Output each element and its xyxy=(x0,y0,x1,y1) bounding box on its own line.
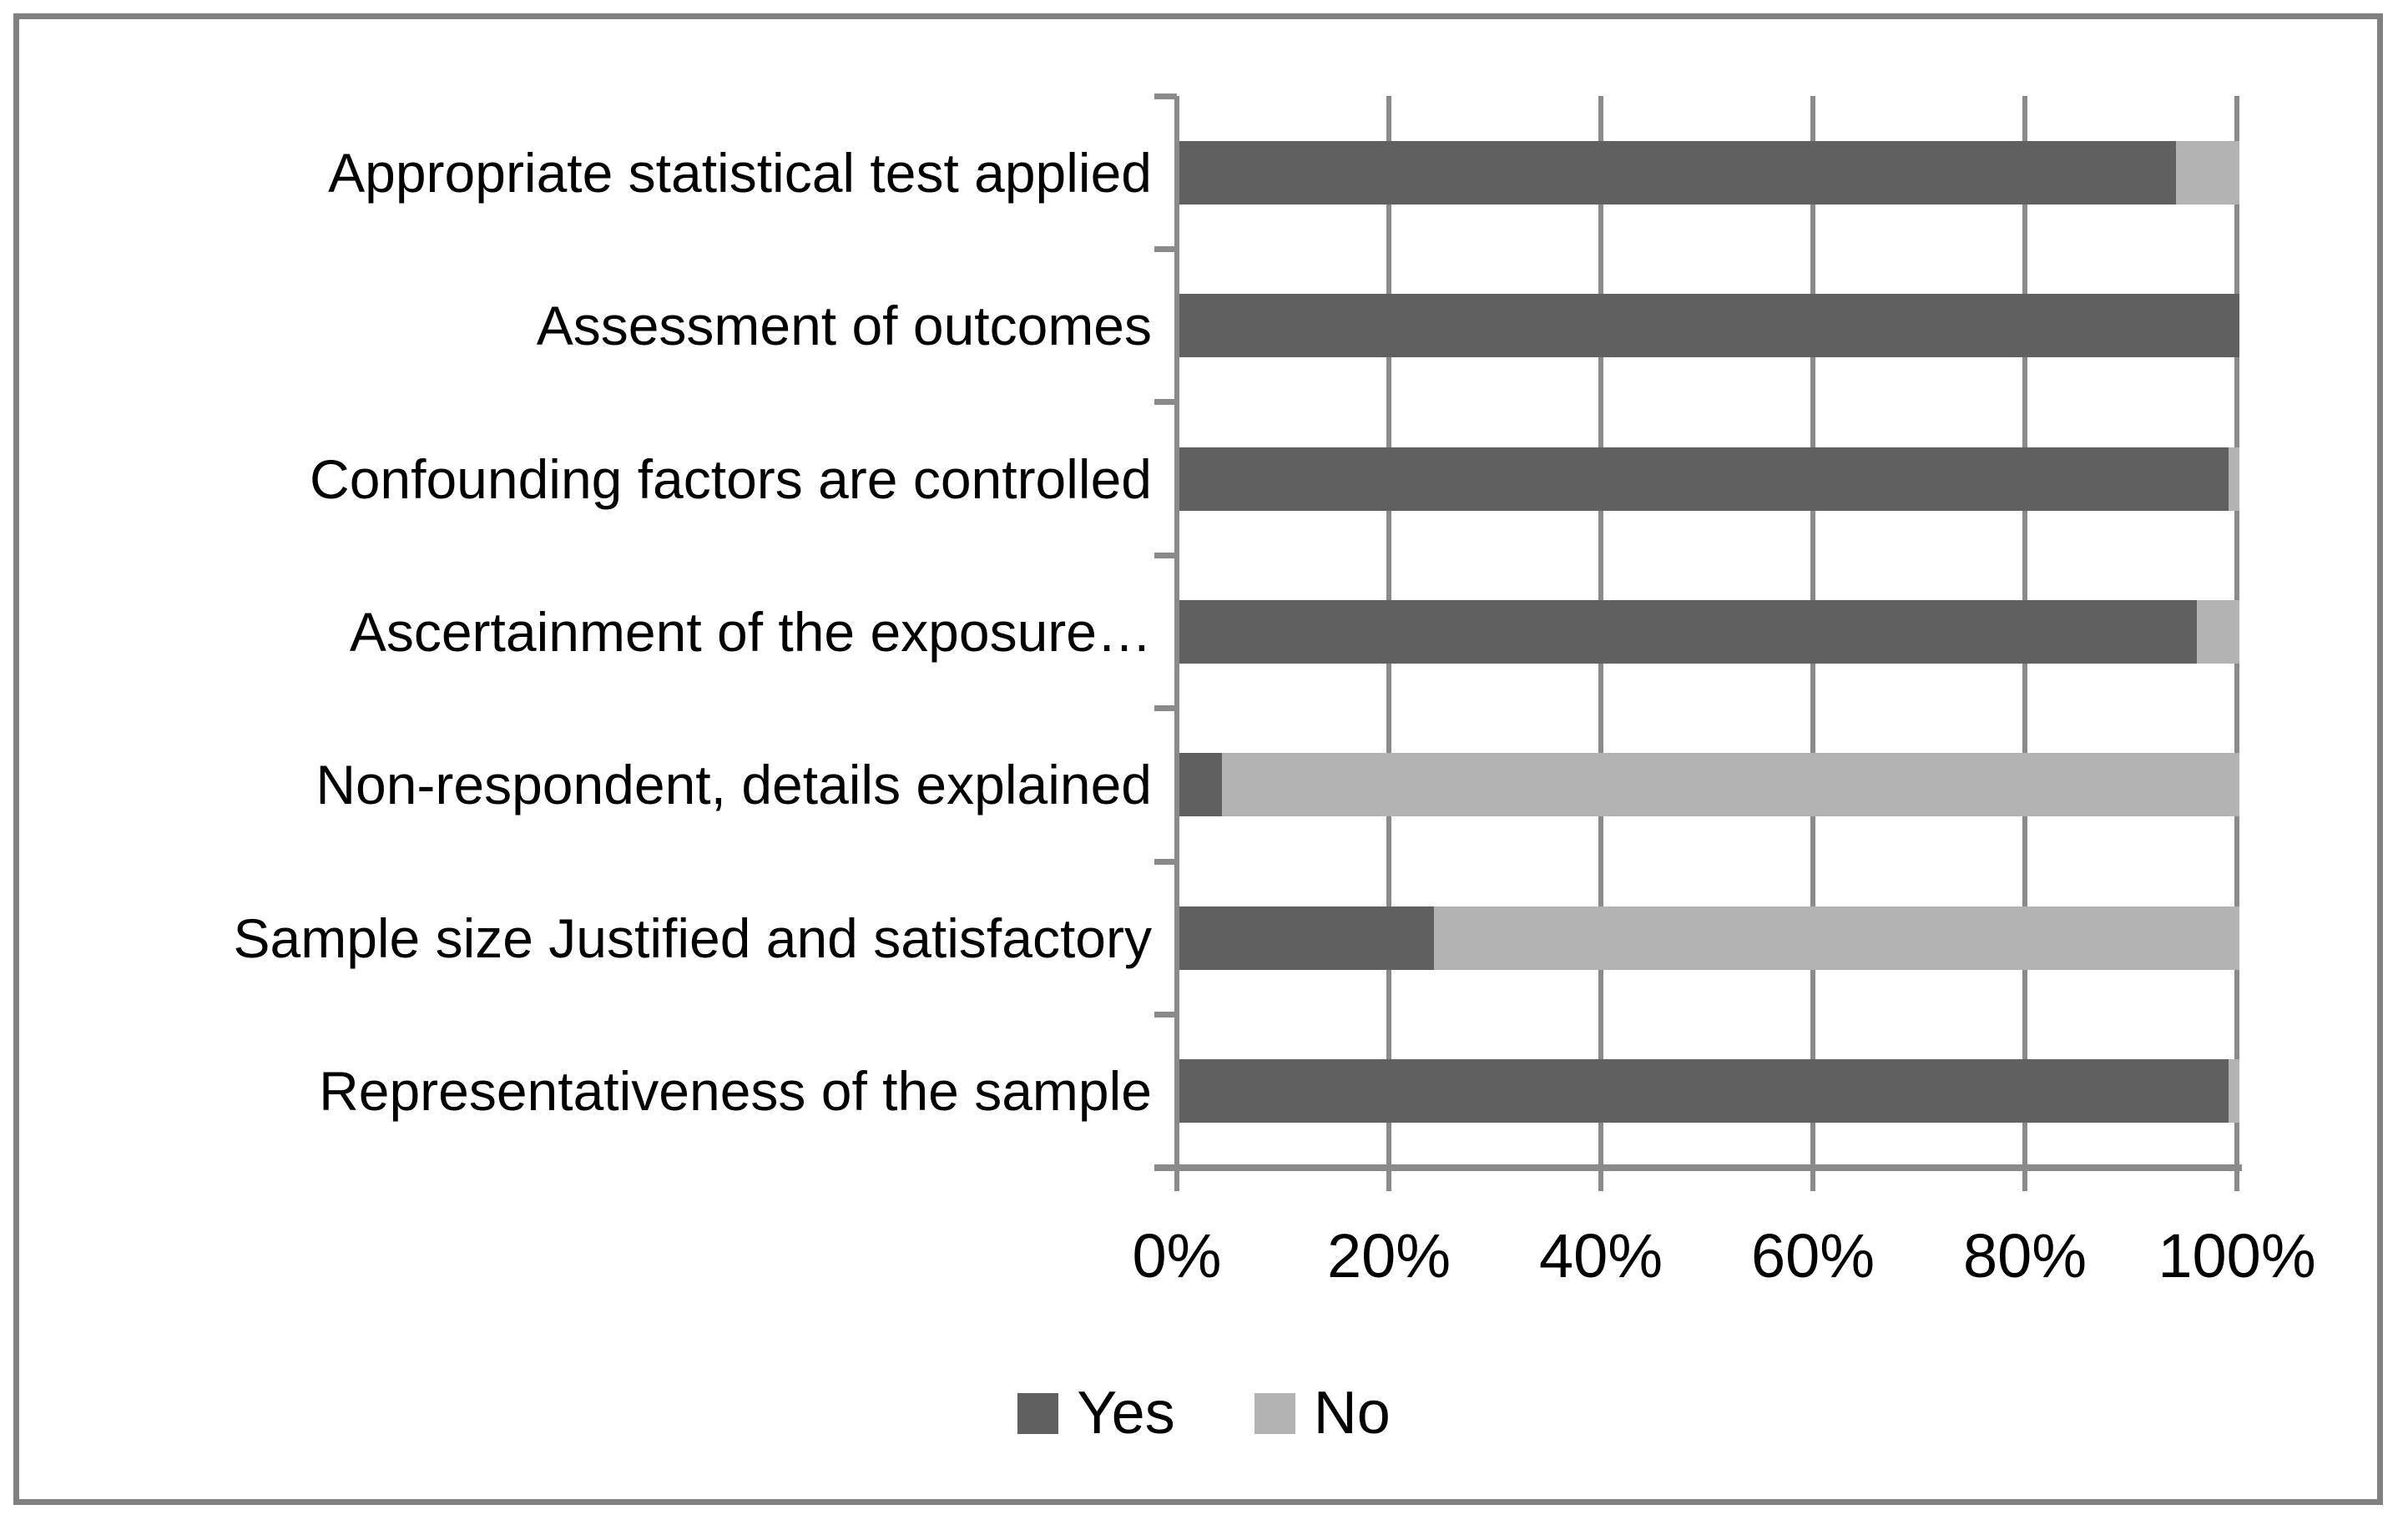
bar-segment-no xyxy=(1221,753,2239,817)
y-axis-tick xyxy=(1154,705,1177,712)
y-axis-tick xyxy=(1154,858,1177,865)
y-axis-tick xyxy=(1154,552,1177,558)
y-axis-tick xyxy=(1154,245,1177,252)
bar-segment-yes xyxy=(1179,140,2176,205)
x-axis-label: 100% xyxy=(2158,1221,2316,1290)
y-axis-tick xyxy=(1154,93,1177,99)
category-label: Sample size Justified and satisfactory xyxy=(233,906,1152,969)
category-label: Confounding factors are controlled xyxy=(310,447,1152,510)
bar-track xyxy=(1179,447,2239,511)
bar-segment-no xyxy=(2229,447,2239,511)
x-axis-label: 0% xyxy=(1132,1221,1222,1290)
bar-segment-yes xyxy=(1179,753,1222,817)
legend: Yes No xyxy=(0,1379,2408,1447)
bar-row xyxy=(1179,1015,2239,1168)
bar-track xyxy=(1179,599,2239,664)
bar-track xyxy=(1179,906,2239,970)
bar-row xyxy=(1179,709,2239,861)
x-axis-label: 80% xyxy=(1962,1221,2087,1290)
category-label: Representativeness of the sample xyxy=(319,1060,1152,1123)
bar-row xyxy=(1179,249,2239,401)
legend-item-yes: Yes xyxy=(1017,1379,1175,1447)
legend-swatch-yes xyxy=(1017,1392,1059,1434)
bar-row xyxy=(1179,861,2239,1014)
figure-border xyxy=(13,13,2383,1505)
category-label: Non-respondent, details explained xyxy=(316,754,1152,816)
bar-segment-yes xyxy=(1179,447,2229,511)
category-label: Ascertainment of the exposure… xyxy=(349,600,1152,663)
legend-item-no: No xyxy=(1254,1379,1391,1447)
x-axis-label: 60% xyxy=(1750,1221,1875,1290)
bar-segment-no xyxy=(2229,1059,2239,1124)
bar-track xyxy=(1179,294,2239,358)
bar-row xyxy=(1179,402,2239,555)
x-axis-line xyxy=(1154,1164,2242,1171)
legend-label: No xyxy=(1313,1380,1391,1447)
bar-row xyxy=(1179,555,2239,708)
x-axis-label: 40% xyxy=(1538,1221,1663,1290)
category-label: Assessment of outcomes xyxy=(536,295,1152,357)
bar-segment-yes xyxy=(1179,1059,2229,1124)
bar-segment-yes xyxy=(1179,294,2239,358)
category-label: Appropriate statistical test applied xyxy=(328,141,1152,204)
legend-label: Yes xyxy=(1077,1380,1175,1447)
bar-segment-no xyxy=(2197,599,2239,664)
bar-segment-yes xyxy=(1179,599,2198,664)
bar-track xyxy=(1179,1059,2239,1124)
bar-track xyxy=(1179,140,2239,205)
bar-segment-no xyxy=(2175,140,2239,205)
bar-segment-yes xyxy=(1179,906,1434,970)
bar-track xyxy=(1179,753,2239,817)
y-axis-line xyxy=(1174,96,1179,1191)
legend-swatch-no xyxy=(1254,1392,1295,1434)
y-axis-tick xyxy=(1154,399,1177,406)
y-axis-tick xyxy=(1154,1012,1177,1018)
bar-row xyxy=(1179,96,2239,249)
bar-segment-no xyxy=(1433,906,2239,970)
x-axis-label: 20% xyxy=(1326,1221,1451,1290)
